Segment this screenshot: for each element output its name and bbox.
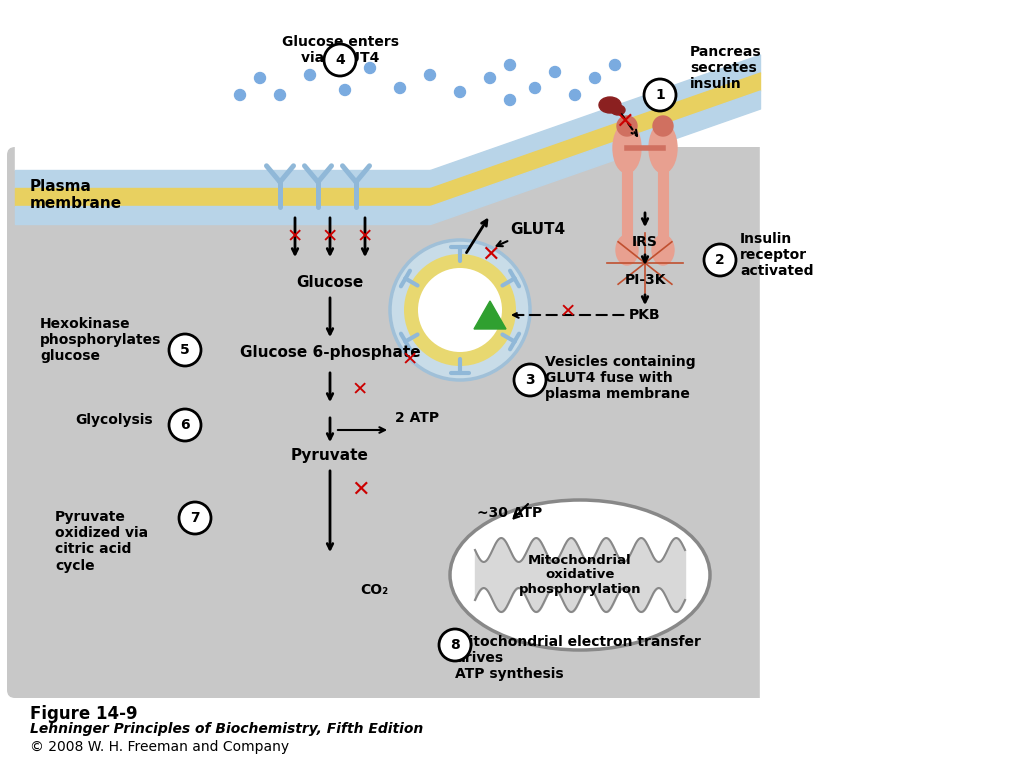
- Text: 2 ATP: 2 ATP: [395, 411, 439, 425]
- Text: Glycolysis: Glycolysis: [75, 413, 153, 427]
- Circle shape: [255, 72, 265, 84]
- Circle shape: [324, 44, 356, 76]
- Text: ~30 ATP: ~30 ATP: [477, 506, 543, 520]
- Circle shape: [404, 254, 516, 366]
- Text: PI-3K: PI-3K: [625, 273, 666, 287]
- Text: Mitochondrial
oxidative
phosphorylation: Mitochondrial oxidative phosphorylation: [519, 554, 641, 597]
- FancyBboxPatch shape: [7, 147, 853, 698]
- Circle shape: [179, 502, 211, 534]
- Circle shape: [484, 72, 496, 84]
- Ellipse shape: [649, 123, 677, 173]
- Circle shape: [169, 334, 201, 366]
- Text: 2: 2: [715, 253, 725, 267]
- Text: Pyruvate
oxidized via
citric acid
cycle: Pyruvate oxidized via citric acid cycle: [55, 510, 148, 573]
- Circle shape: [705, 244, 736, 276]
- Text: ✕: ✕: [401, 350, 418, 369]
- Text: Hexokinase
phosphorylates
glucose: Hexokinase phosphorylates glucose: [40, 317, 162, 363]
- Text: Vesicles containing
GLUT4 fuse with
plasma membrane: Vesicles containing GLUT4 fuse with plas…: [545, 355, 695, 402]
- Text: ✕: ✕: [356, 227, 373, 247]
- Ellipse shape: [616, 235, 638, 265]
- Text: ✕: ✕: [322, 227, 338, 247]
- Text: ✕: ✕: [350, 480, 370, 500]
- Text: 7: 7: [190, 511, 200, 525]
- Circle shape: [439, 629, 471, 661]
- Text: Glucose enters
via GLUT4: Glucose enters via GLUT4: [282, 35, 398, 65]
- Circle shape: [455, 87, 466, 98]
- Circle shape: [514, 364, 546, 396]
- Circle shape: [365, 62, 376, 74]
- Circle shape: [569, 90, 581, 101]
- Ellipse shape: [450, 500, 710, 650]
- Text: Plasma
membrane: Plasma membrane: [30, 179, 122, 211]
- Circle shape: [234, 90, 246, 101]
- Text: Pyruvate: Pyruvate: [291, 448, 369, 463]
- Text: 4: 4: [335, 53, 345, 67]
- Text: 8: 8: [451, 638, 460, 652]
- Text: Glucose: Glucose: [296, 275, 364, 290]
- Circle shape: [274, 90, 286, 101]
- Text: ✕: ✕: [287, 227, 303, 247]
- Circle shape: [505, 94, 515, 105]
- Circle shape: [644, 79, 676, 111]
- Text: © 2008 W. H. Freeman and Company: © 2008 W. H. Freeman and Company: [30, 740, 289, 754]
- Text: Insulin
receptor
activated: Insulin receptor activated: [740, 232, 813, 278]
- Text: Figure 14-9: Figure 14-9: [30, 705, 137, 723]
- Polygon shape: [474, 301, 506, 329]
- Text: 5: 5: [180, 343, 189, 357]
- Circle shape: [169, 409, 201, 441]
- Circle shape: [340, 84, 350, 95]
- Ellipse shape: [599, 97, 621, 113]
- Circle shape: [590, 72, 600, 84]
- Circle shape: [394, 82, 406, 94]
- Circle shape: [550, 67, 560, 78]
- Text: Glucose 6-phosphate: Glucose 6-phosphate: [240, 345, 420, 360]
- Ellipse shape: [652, 235, 674, 265]
- Text: 1: 1: [655, 88, 665, 102]
- Text: ✕: ✕: [560, 303, 577, 322]
- Text: Pancreas
secretes
insulin: Pancreas secretes insulin: [690, 45, 762, 91]
- Circle shape: [304, 69, 315, 81]
- Text: 3: 3: [525, 373, 535, 387]
- Circle shape: [505, 59, 515, 71]
- Text: Mitochondrial electron transfer
drives
ATP synthesis: Mitochondrial electron transfer drives A…: [455, 635, 700, 681]
- Text: GLUT4: GLUT4: [510, 223, 565, 237]
- Circle shape: [418, 268, 502, 352]
- Ellipse shape: [611, 105, 625, 115]
- Circle shape: [617, 116, 637, 136]
- Text: ✕: ✕: [615, 112, 634, 132]
- Text: IRS: IRS: [632, 235, 658, 249]
- Text: Lehninger Principles of Biochemistry, Fifth Edition: Lehninger Principles of Biochemistry, Fi…: [30, 722, 423, 736]
- Text: CO₂: CO₂: [360, 583, 388, 597]
- Ellipse shape: [613, 123, 641, 173]
- Text: ✕: ✕: [480, 245, 500, 265]
- Circle shape: [425, 69, 435, 81]
- Text: ✕: ✕: [352, 380, 369, 399]
- Text: 6: 6: [180, 418, 189, 432]
- Circle shape: [609, 59, 621, 71]
- Circle shape: [529, 82, 541, 94]
- Circle shape: [390, 240, 530, 380]
- Text: PKB: PKB: [629, 308, 660, 322]
- Circle shape: [653, 116, 673, 136]
